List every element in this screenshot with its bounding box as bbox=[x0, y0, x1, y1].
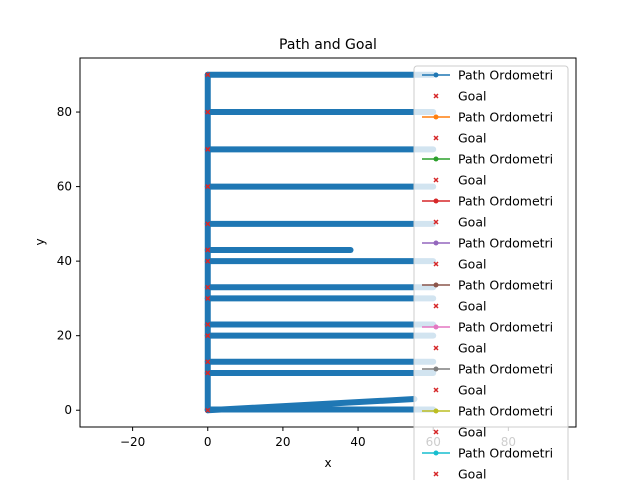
axes-frame bbox=[79, 57, 577, 428]
goal-marker bbox=[205, 247, 211, 253]
legend-item: Path Ordometri bbox=[422, 320, 553, 335]
goal-marker bbox=[205, 284, 211, 290]
x-tick-label: 0 bbox=[204, 435, 212, 449]
legend-label: Path Ordometri bbox=[458, 278, 553, 293]
legend-label: Goal bbox=[458, 299, 486, 314]
legend-item: Goal bbox=[433, 131, 486, 146]
legend-label: Path Ordometri bbox=[458, 68, 553, 83]
legend-item: Goal bbox=[433, 467, 486, 480]
chart-title: Path and Goal bbox=[279, 37, 377, 53]
goal-marker bbox=[205, 221, 211, 227]
goal-marker bbox=[205, 333, 211, 339]
legend-label: Goal bbox=[458, 467, 486, 480]
goal-marker bbox=[205, 72, 211, 78]
legend-label: Goal bbox=[458, 215, 486, 230]
legend-label: Goal bbox=[458, 383, 486, 398]
legend-item: Goal bbox=[433, 215, 486, 230]
legend-label: Goal bbox=[458, 89, 486, 104]
legend-box bbox=[413, 65, 569, 480]
legend-item: Path Ordometri bbox=[422, 278, 553, 293]
x-tick-label: 40 bbox=[350, 435, 365, 449]
goal-marker bbox=[205, 359, 211, 365]
legend-label: Path Ordometri bbox=[458, 404, 553, 419]
y-axis-label: y bbox=[33, 238, 47, 245]
plot-area bbox=[204, 71, 437, 414]
legend-label: Goal bbox=[458, 425, 486, 440]
legend-label: Goal bbox=[458, 257, 486, 272]
x-tick-label: −20 bbox=[120, 435, 145, 449]
goal-marker bbox=[205, 407, 211, 413]
goal-marker bbox=[205, 146, 211, 152]
y-axis: 0 20 40 60 80 bbox=[57, 105, 80, 417]
legend-item: Goal bbox=[433, 257, 486, 272]
legend-item: Goal bbox=[433, 425, 486, 440]
legend-label: Goal bbox=[458, 131, 486, 146]
y-tick-label: 80 bbox=[57, 105, 72, 119]
legend-label: Goal bbox=[458, 173, 486, 188]
legend-label: Path Ordometri bbox=[458, 194, 553, 209]
goal-marker bbox=[205, 321, 211, 328]
legend-label: Path Ordometri bbox=[458, 236, 553, 251]
legend-label: Path Ordometri bbox=[458, 446, 553, 461]
legend-label: Path Ordometri bbox=[458, 152, 553, 167]
legend-item: Path Ordometri bbox=[422, 110, 553, 125]
y-tick-label: 60 bbox=[57, 180, 72, 194]
legend-label: Goal bbox=[458, 341, 486, 356]
legend-item: Goal bbox=[433, 341, 486, 356]
legend-item: Path Ordometri bbox=[422, 404, 553, 419]
legend-item: Path Ordometri bbox=[422, 362, 553, 377]
legend-item: Path Ordometri bbox=[422, 68, 553, 83]
x-axis-label: x bbox=[324, 456, 331, 470]
x-tick-label: 20 bbox=[275, 435, 290, 449]
legend-item: Goal bbox=[433, 383, 486, 398]
legend-label: Path Ordometri bbox=[458, 362, 553, 377]
legend-label: Path Ordometri bbox=[458, 110, 553, 125]
y-tick-label: 40 bbox=[57, 254, 72, 268]
legend-label: Path Ordometri bbox=[458, 320, 553, 335]
legend-item: Path Ordometri bbox=[422, 194, 553, 209]
y-tick-label: 0 bbox=[64, 403, 72, 417]
legend-item: Goal bbox=[433, 173, 486, 188]
legend-item: Goal bbox=[433, 299, 486, 314]
legend-item: Path Ordometri bbox=[422, 152, 553, 167]
legend-item: Path Ordometri bbox=[422, 446, 553, 461]
goal-marker bbox=[205, 370, 211, 376]
y-tick-label: 20 bbox=[57, 329, 72, 343]
legend-item: Goal bbox=[433, 89, 486, 104]
goal-marker bbox=[205, 295, 211, 301]
goal-marker bbox=[205, 258, 211, 264]
goal-marker bbox=[205, 109, 211, 115]
legend-item: Path Ordometri bbox=[422, 236, 553, 251]
legend: Path Ordometri Goal Path Ordometri Goal Path… bbox=[413, 65, 569, 480]
goal-marker bbox=[205, 184, 211, 190]
